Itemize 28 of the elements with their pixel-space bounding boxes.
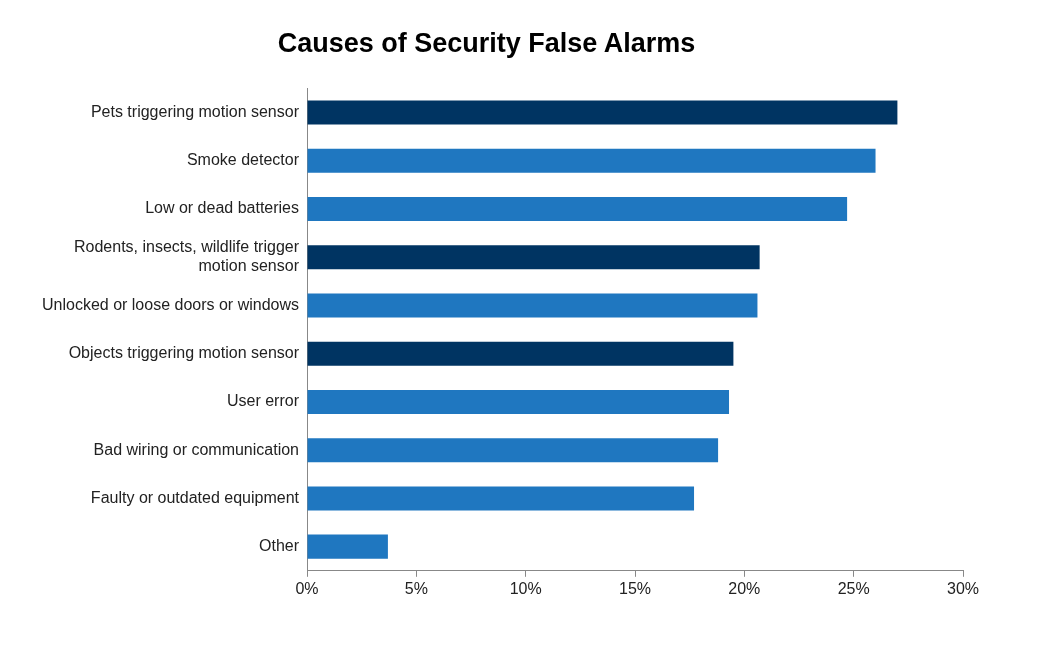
y-tick-label: Pets triggering motion sensor bbox=[90, 102, 300, 120]
y-tick-label: Smoke detector bbox=[186, 151, 300, 169]
bar bbox=[307, 389, 730, 415]
x-tick-label: 15% bbox=[618, 579, 652, 597]
y-tick-label: Faulty or outdated equipment bbox=[90, 488, 300, 506]
bar bbox=[307, 534, 388, 559]
x-tick-label: 25% bbox=[837, 579, 870, 597]
bar bbox=[307, 148, 876, 173]
bar bbox=[307, 293, 758, 318]
y-tick-label: User error bbox=[226, 392, 300, 410]
y-tick-label: Bad wiring or communication bbox=[93, 440, 299, 458]
bar bbox=[307, 196, 848, 222]
y-tick-label: Other bbox=[258, 537, 300, 555]
x-tick-label: 10% bbox=[509, 579, 542, 597]
bar bbox=[307, 100, 898, 125]
y-tick-label: Low or dead batteries bbox=[145, 199, 299, 217]
bar bbox=[307, 245, 760, 270]
x-tick-label: 30% bbox=[946, 579, 980, 597]
bar bbox=[307, 438, 719, 463]
y-tick-label: Objects triggering motion sensor bbox=[68, 344, 300, 362]
y-tick-label: Unlocked or loose doors or windows bbox=[41, 295, 299, 313]
bar bbox=[307, 486, 695, 511]
bar bbox=[307, 341, 734, 366]
chart-title: Causes of Security False Alarms bbox=[277, 27, 696, 58]
y-tick-label: Rodents, insects, wildlife trigger motion sensor bbox=[74, 238, 300, 275]
x-tick-label: 20% bbox=[728, 579, 761, 597]
x-tick-label: 0% bbox=[295, 579, 319, 597]
x-tick-label: 5% bbox=[404, 579, 428, 597]
